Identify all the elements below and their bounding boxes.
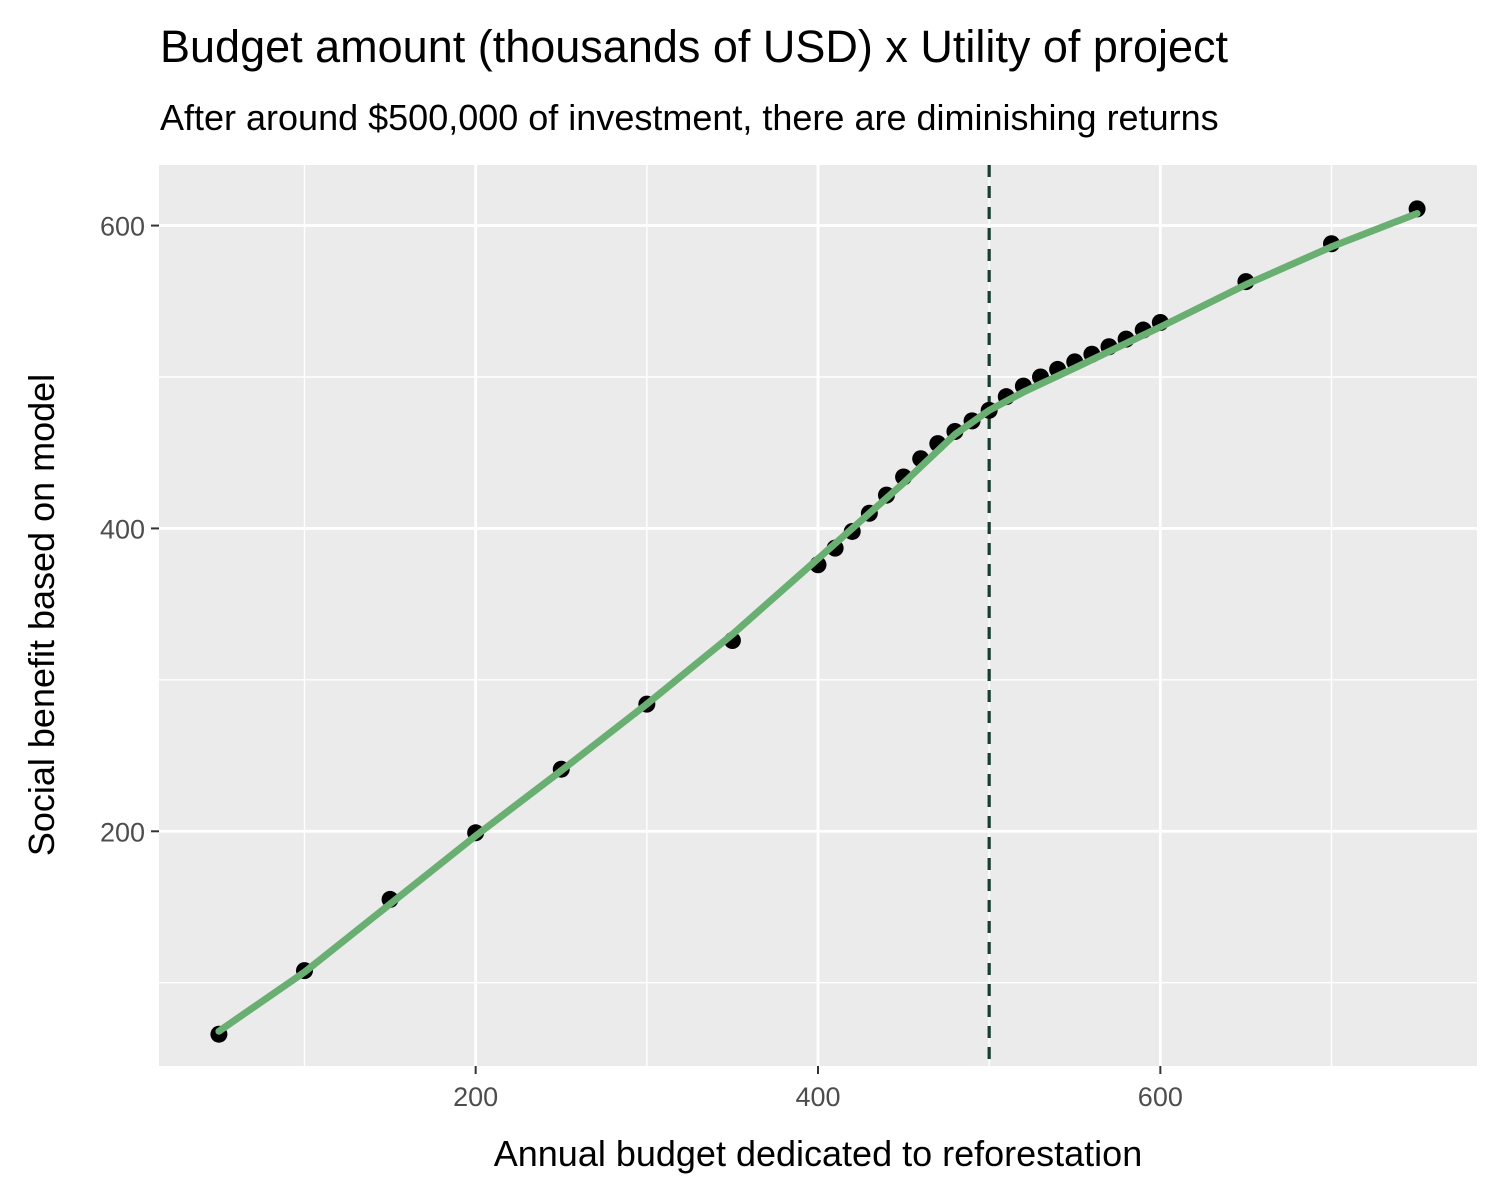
y-axis: 200 400 600 bbox=[100, 212, 159, 847]
x-tick-label: 400 bbox=[795, 1082, 840, 1112]
x-tick-label: 600 bbox=[1138, 1082, 1183, 1112]
y-tick-label: 600 bbox=[100, 212, 145, 242]
smooth-line-layer bbox=[215, 210, 1421, 1035]
major-gridlines bbox=[159, 165, 1477, 1066]
y-axis-title: Social benefit based on model bbox=[21, 374, 62, 856]
y-tick-label: 400 bbox=[100, 514, 145, 544]
chart-subtitle: After around $500,000 of investment, the… bbox=[160, 97, 1219, 138]
x-tick-label: 200 bbox=[453, 1082, 498, 1112]
x-axis-title: Annual budget dedicated to reforestation bbox=[494, 1133, 1142, 1174]
x-axis: 200 400 600 bbox=[453, 1066, 1183, 1112]
smooth-line bbox=[215, 210, 1421, 1035]
y-tick-label: 200 bbox=[100, 817, 145, 847]
chart-title: Budget amount (thousands of USD) x Utili… bbox=[160, 21, 1229, 72]
